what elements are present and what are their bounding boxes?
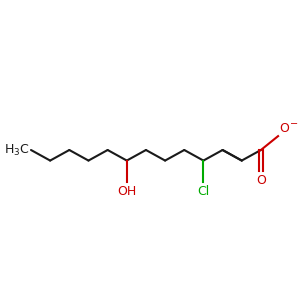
- Text: O: O: [280, 122, 290, 135]
- Text: −: −: [290, 119, 298, 129]
- Text: O: O: [256, 174, 266, 187]
- Text: H$_3$C: H$_3$C: [4, 142, 30, 158]
- Text: OH: OH: [117, 185, 136, 198]
- Text: Cl: Cl: [197, 185, 209, 198]
